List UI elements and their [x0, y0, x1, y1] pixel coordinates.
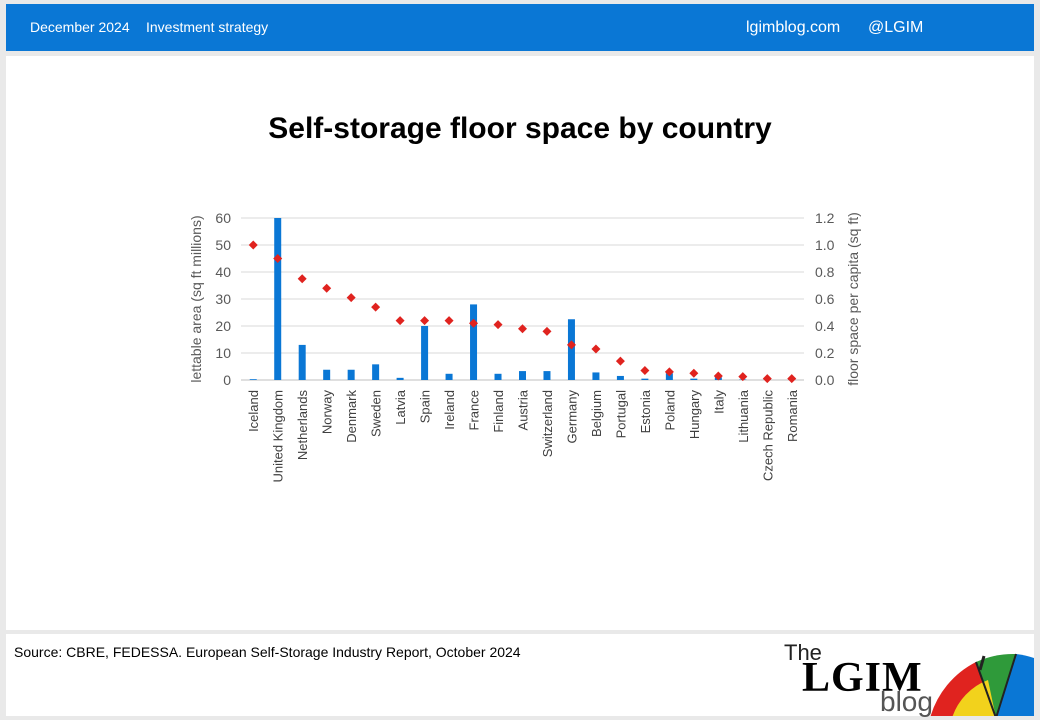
- bar: [543, 371, 551, 380]
- point: [469, 318, 479, 328]
- point: [371, 302, 381, 312]
- point: [689, 368, 699, 378]
- x-tick-label: Czech Republic: [760, 390, 775, 482]
- y-axis-label-right: floor space per capita (sq ft): [845, 212, 861, 386]
- x-tick-label: Belgium: [589, 390, 604, 437]
- y-tick-label-right: 0.6: [815, 291, 835, 307]
- bar: [567, 319, 575, 380]
- twitter-handle-link[interactable]: @LGIM: [868, 19, 924, 36]
- header-bar: December 2024 Investment strategy lgimbl…: [6, 4, 1034, 51]
- point: [322, 283, 332, 293]
- bar: [298, 344, 306, 380]
- y-tick-label-left: 0: [223, 372, 231, 388]
- bar: [445, 373, 453, 380]
- x-tick-label: Austria: [516, 389, 531, 430]
- y-tick-label-left: 30: [215, 291, 231, 307]
- point: [762, 374, 772, 384]
- point: [395, 316, 405, 326]
- x-tick-label: Italy: [711, 390, 726, 414]
- x-tick-label: Hungary: [687, 390, 702, 440]
- x-tick-label: Ireland: [442, 390, 457, 430]
- point: [297, 274, 307, 284]
- x-tick-label: United Kingdom: [271, 390, 286, 483]
- point: [640, 366, 650, 376]
- point: [591, 344, 601, 354]
- y-tick-label-right: 1.0: [815, 237, 835, 253]
- bar: [519, 371, 526, 380]
- bar: [470, 304, 478, 380]
- y-tick-label-left: 10: [215, 345, 231, 361]
- x-tick-label: Norway: [320, 390, 335, 435]
- point: [566, 340, 576, 350]
- point: [273, 254, 283, 263]
- y-tick-label-right: 0.8: [815, 264, 835, 280]
- point: [493, 320, 503, 330]
- x-tick-label: Portugal: [613, 390, 628, 439]
- site-link[interactable]: lgimblog.com: [746, 19, 841, 36]
- x-tick-label: Lithuania: [736, 389, 751, 443]
- point: [420, 316, 430, 326]
- x-tick-label: Switzerland: [540, 390, 555, 457]
- x-tick-label: Finland: [491, 390, 506, 433]
- point: [542, 326, 552, 336]
- bar: [274, 218, 282, 380]
- y-tick-label-right: 0.4: [815, 318, 835, 334]
- bar: [396, 377, 404, 380]
- logo-blog: blog: [880, 686, 933, 717]
- y-tick-label-left: 60: [215, 210, 231, 226]
- y-tick-label-left: 40: [215, 264, 231, 280]
- point: [346, 293, 356, 303]
- bar: [494, 373, 502, 380]
- y-tick-label-left: 20: [215, 318, 231, 334]
- point: [248, 240, 258, 250]
- point: [713, 371, 723, 381]
- y-tick-label-left: 50: [215, 237, 231, 253]
- x-tick-label: Sweden: [369, 390, 384, 437]
- logo-the: The: [784, 640, 822, 665]
- bar: [323, 369, 331, 380]
- point: [738, 372, 748, 382]
- point: [518, 324, 527, 334]
- point: [444, 316, 454, 326]
- point: [787, 374, 797, 384]
- x-tick-label: Iceland: [246, 390, 261, 432]
- y-tick-label-right: 0.2: [815, 345, 835, 361]
- x-tick-label: Estonia: [638, 389, 653, 433]
- x-tick-label: Romania: [785, 389, 800, 442]
- header-section: Investment strategy: [146, 19, 269, 35]
- bar: [641, 378, 649, 380]
- x-tick-label: Netherlands: [295, 390, 310, 461]
- y-tick-label-right: 0.0: [815, 372, 835, 388]
- y-tick-label-right: 1.2: [815, 210, 835, 226]
- x-tick-label: Spain: [418, 390, 433, 423]
- y-axis-label-left: lettable area (sq ft millions): [188, 215, 204, 382]
- point: [664, 367, 674, 377]
- logo-lgim: LGIM: [802, 655, 923, 701]
- bar: [372, 364, 380, 380]
- bar: [665, 373, 673, 380]
- bar: [690, 378, 698, 380]
- x-tick-label: Denmark: [344, 390, 359, 443]
- umbrella-icon: [930, 653, 1034, 716]
- x-tick-label: Germany: [564, 390, 579, 444]
- x-tick-label: Poland: [662, 390, 677, 430]
- chart-title: Self-storage floor space by country: [268, 112, 772, 145]
- bar: [421, 326, 429, 380]
- header-date: December 2024: [30, 19, 130, 35]
- bar: [592, 372, 600, 380]
- source-note: Source: CBRE, FEDESSA. European Self-Sto…: [14, 644, 521, 660]
- x-tick-label: Latvia: [393, 389, 408, 424]
- footer-bar: Source: CBRE, FEDESSA. European Self-Sto…: [6, 634, 1034, 717]
- point: [615, 356, 625, 366]
- x-tick-label: France: [467, 390, 482, 430]
- bar: [249, 379, 257, 380]
- bar: [347, 369, 355, 380]
- chart-panel: Self-storage floor space by country 0 10 2…: [6, 56, 1034, 630]
- bar: [616, 375, 624, 380]
- chart-svg: 0 10 20 30 40 50 60 0.0 0.2 0.4 0.6 0.8 1.0 1.2 Icelan…: [188, 210, 861, 483]
